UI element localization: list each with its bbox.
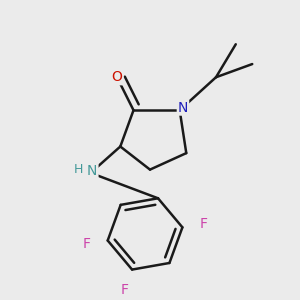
Text: N: N bbox=[178, 100, 188, 115]
Text: F: F bbox=[200, 217, 208, 231]
Text: N: N bbox=[87, 164, 98, 178]
Text: O: O bbox=[112, 70, 122, 84]
Text: F: F bbox=[82, 237, 91, 251]
Text: F: F bbox=[121, 283, 129, 297]
Text: H: H bbox=[74, 163, 83, 176]
